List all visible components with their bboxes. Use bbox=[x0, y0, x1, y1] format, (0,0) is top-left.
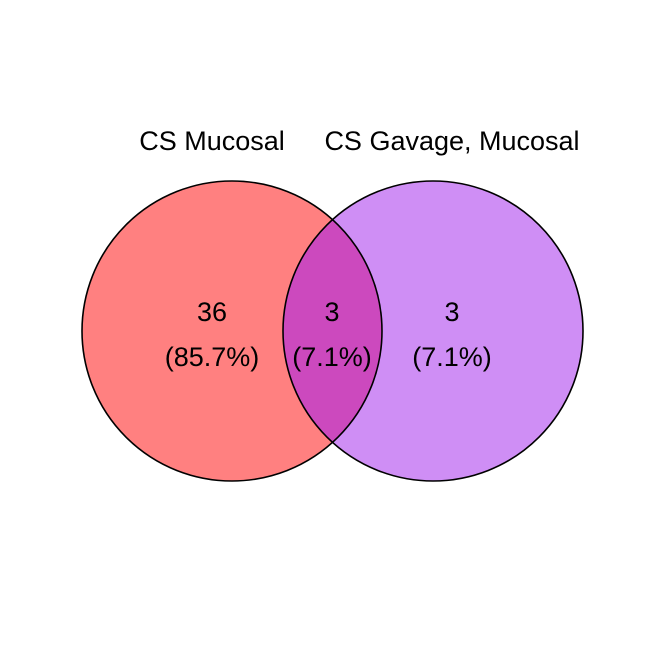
region-b-count: 3 bbox=[444, 297, 459, 327]
set-b-outline bbox=[282, 180, 584, 482]
overlap-region bbox=[283, 181, 382, 481]
region-overlap-count: 3 bbox=[324, 297, 339, 327]
region-b-percent: (7.1%) bbox=[412, 342, 492, 372]
set-a-label: CS Mucosal bbox=[139, 126, 285, 156]
region-a-percent: (85.7%) bbox=[165, 342, 260, 372]
set-b-label: CS Gavage, Mucosal bbox=[324, 126, 579, 156]
set-a-outline bbox=[81, 180, 383, 482]
region-overlap-percent: (7.1%) bbox=[292, 342, 372, 372]
region-a-count: 36 bbox=[197, 297, 227, 327]
